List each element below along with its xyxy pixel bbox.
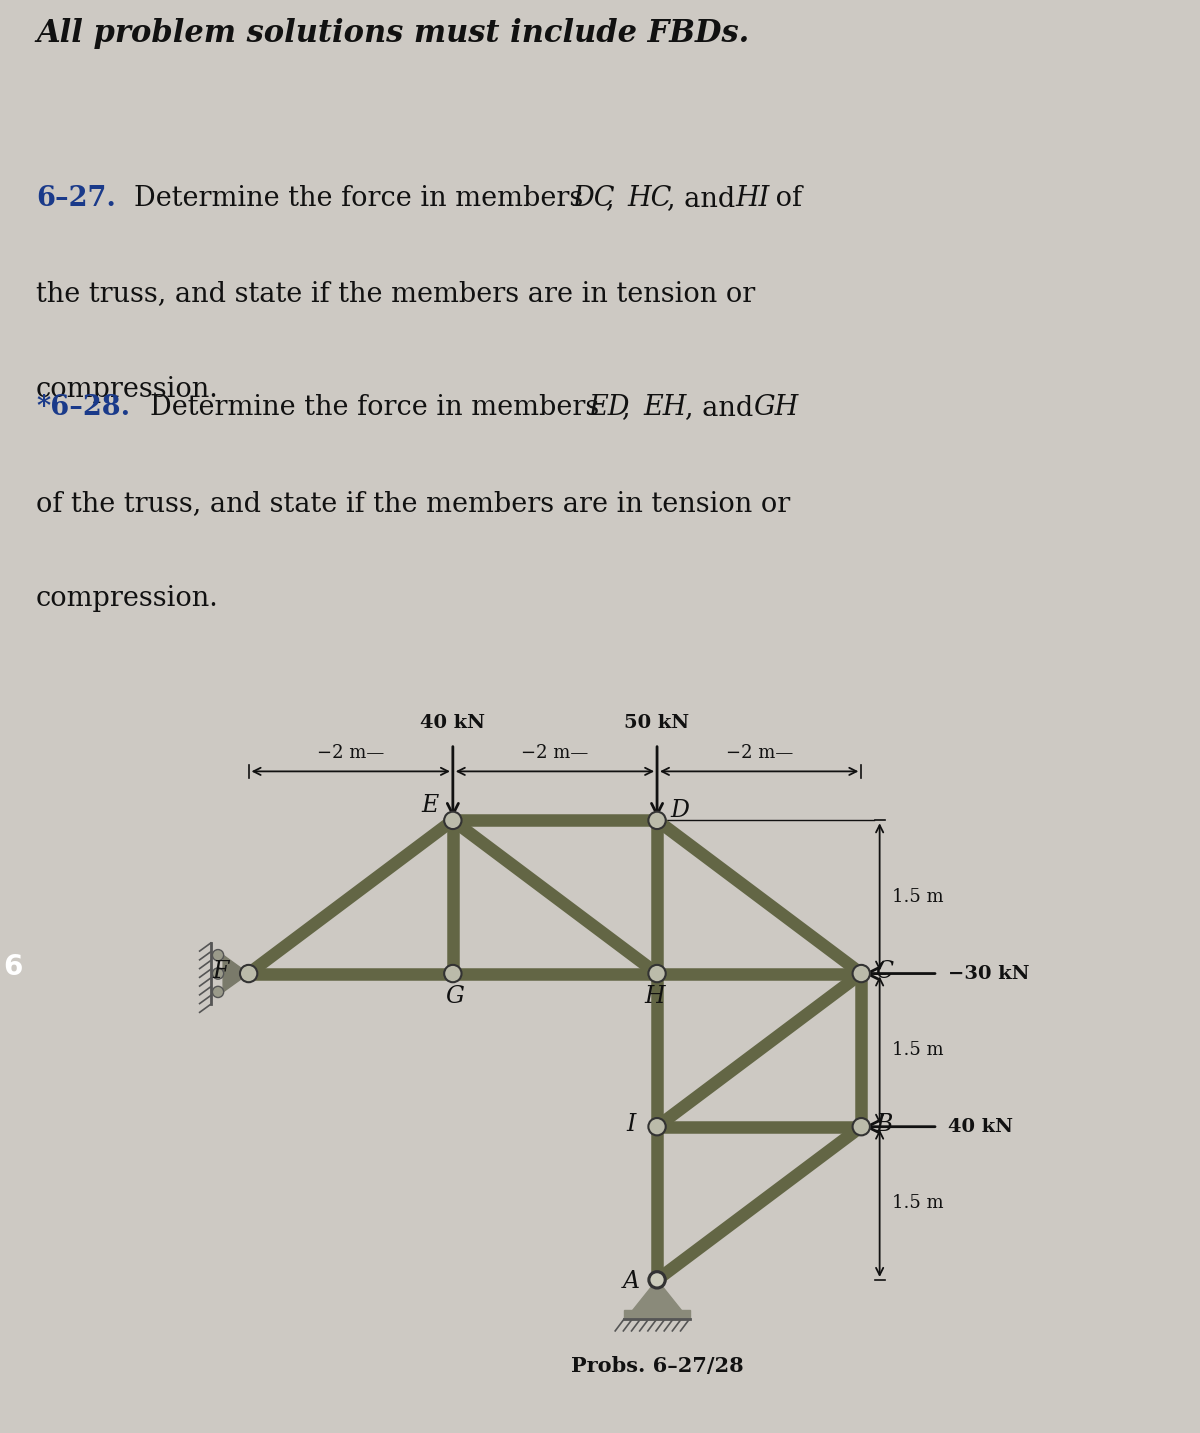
Polygon shape [223, 956, 248, 992]
Text: compression.: compression. [36, 375, 218, 403]
Circle shape [649, 1273, 665, 1287]
Text: ED: ED [588, 394, 630, 421]
Text: , and: , and [667, 185, 744, 212]
Text: compression.: compression. [36, 586, 218, 612]
Circle shape [852, 1118, 870, 1135]
Text: EH: EH [643, 394, 686, 421]
Text: HI: HI [736, 185, 770, 212]
Text: the truss, and state if the members are in tension or: the truss, and state if the members are … [36, 281, 755, 307]
Circle shape [444, 964, 462, 982]
Text: ,: , [606, 185, 623, 212]
Text: 1.5 m: 1.5 m [892, 888, 943, 906]
Circle shape [444, 811, 462, 830]
Text: H: H [644, 984, 665, 1007]
Text: −2 m—: −2 m— [521, 744, 588, 762]
Text: 6: 6 [4, 953, 23, 982]
Text: of the truss, and state if the members are in tension or: of the truss, and state if the members a… [36, 490, 791, 517]
Text: −2 m—: −2 m— [317, 744, 384, 762]
Text: *6–28.: *6–28. [36, 394, 130, 421]
Text: 40 kN: 40 kN [420, 714, 485, 732]
Circle shape [212, 986, 223, 997]
Circle shape [648, 811, 666, 830]
Text: ,: , [622, 394, 638, 421]
Text: All problem solutions must include FBDs.: All problem solutions must include FBDs. [36, 19, 749, 50]
Circle shape [648, 1118, 666, 1135]
Text: A: A [623, 1271, 640, 1294]
Bar [624, 1310, 690, 1318]
Text: B: B [875, 1113, 893, 1136]
Text: C: C [875, 960, 893, 983]
Text: F: F [212, 960, 228, 983]
Text: HC: HC [628, 185, 672, 212]
Circle shape [648, 964, 666, 982]
Text: 1.5 m: 1.5 m [892, 1042, 943, 1059]
Circle shape [852, 964, 870, 982]
Text: 50 kN: 50 kN [624, 714, 690, 732]
Circle shape [212, 950, 223, 960]
Text: Determine the force in members: Determine the force in members [150, 394, 608, 421]
Text: E: E [421, 794, 439, 817]
Text: D: D [670, 798, 689, 821]
Text: Determine the force in members: Determine the force in members [134, 185, 593, 212]
Text: −30 kN: −30 kN [948, 964, 1030, 983]
Text: Probs. 6–27/28: Probs. 6–27/28 [571, 1357, 743, 1377]
Text: I: I [626, 1113, 636, 1136]
Text: , and: , and [685, 394, 762, 421]
Circle shape [648, 1271, 666, 1288]
Circle shape [240, 964, 257, 982]
Text: DC: DC [572, 185, 614, 212]
Text: 1.5 m: 1.5 m [892, 1194, 943, 1212]
Text: G: G [445, 984, 464, 1007]
Text: of: of [767, 185, 802, 212]
Text: GH: GH [754, 394, 799, 421]
Polygon shape [632, 1280, 682, 1310]
Text: −2 m—: −2 m— [726, 744, 793, 762]
Text: 40 kN: 40 kN [948, 1118, 1013, 1136]
Circle shape [212, 967, 223, 979]
Text: 6–27.: 6–27. [36, 185, 116, 212]
